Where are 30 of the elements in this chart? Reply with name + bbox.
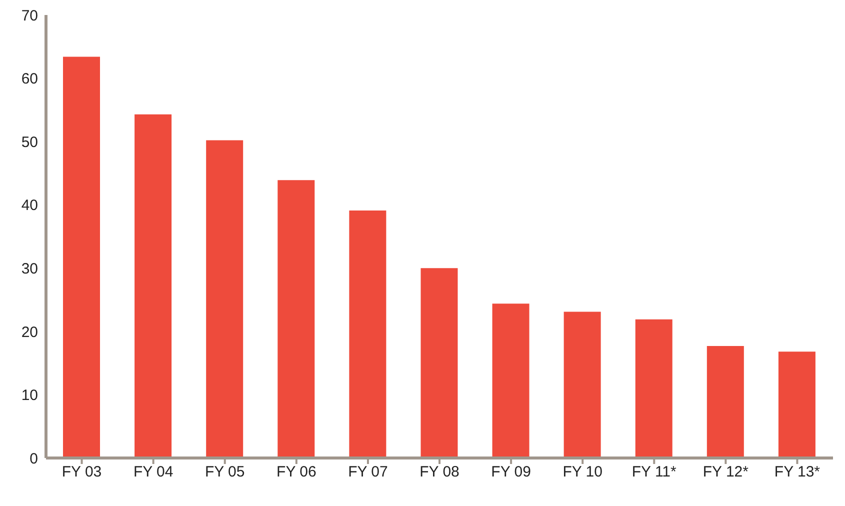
y-tick-label: 0 xyxy=(30,450,38,468)
y-tick-label: 70 xyxy=(21,7,38,24)
bar xyxy=(564,312,601,458)
bar xyxy=(420,268,458,458)
y-tick-label: 10 xyxy=(21,387,38,404)
x-tick-label: FY 12* xyxy=(702,464,749,481)
x-tick-label: FY 13* xyxy=(774,464,820,481)
bar xyxy=(63,56,100,458)
bar xyxy=(278,180,315,458)
bar xyxy=(635,319,672,458)
bar xyxy=(206,140,244,458)
bar xyxy=(778,352,816,458)
y-tick-label: 50 xyxy=(21,134,38,151)
x-tick-label: FY 10 xyxy=(562,464,602,481)
bar xyxy=(492,304,530,458)
y-tick-label: 40 xyxy=(21,197,38,214)
x-tick-label: FY 06 xyxy=(276,464,316,481)
x-tick-label: FY 05 xyxy=(204,464,245,481)
x-tick-label: FY 04 xyxy=(133,464,174,481)
x-tick-label: FY 03 xyxy=(62,464,102,481)
x-tick-label: FY 09 xyxy=(491,464,531,481)
x-tick-label: FY 11* xyxy=(632,464,677,481)
bar xyxy=(134,114,172,458)
y-tick-label: 30 xyxy=(21,260,38,278)
bar xyxy=(349,210,386,458)
y-tick-label: 20 xyxy=(21,324,38,341)
bar xyxy=(706,346,744,458)
x-tick-label: FY 08 xyxy=(420,464,460,481)
x-tick-label: FY 07 xyxy=(348,464,388,481)
y-tick-label: 60 xyxy=(21,70,38,88)
